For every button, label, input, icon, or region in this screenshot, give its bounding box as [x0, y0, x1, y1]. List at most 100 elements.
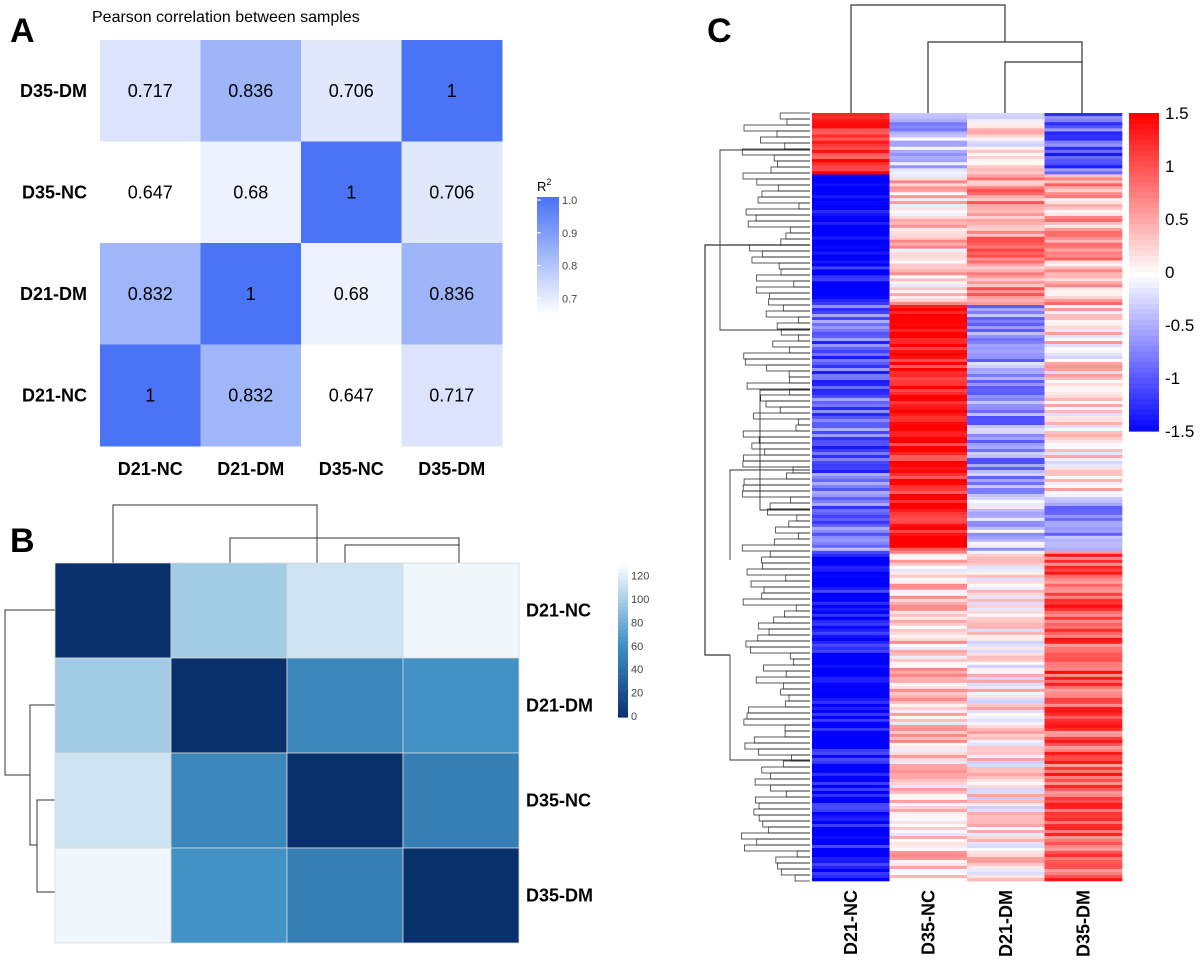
panel-c-cell	[812, 192, 890, 196]
panel-c-cell	[812, 502, 890, 507]
panel-c-legend-swatch	[1129, 160, 1159, 167]
panel-b-legend-tick-label: 100	[631, 594, 649, 606]
panel-c-cell	[967, 284, 1045, 288]
panel-a-cell	[200, 40, 302, 142]
panel-label-c: C	[707, 12, 732, 50]
panel-c-cell	[967, 374, 1045, 378]
panel-c-cell	[1044, 198, 1123, 202]
panel-c-cell	[812, 122, 890, 126]
panel-c-cell	[967, 317, 1045, 321]
panel-c-cell	[1044, 275, 1123, 279]
panel-c-cell	[889, 299, 968, 303]
panel-c-cell	[889, 733, 968, 738]
panel-c-cell	[1044, 290, 1123, 294]
panel-c-leaf-branch	[778, 262, 810, 270]
panel-c-cell	[967, 856, 1045, 861]
panel-c-cell	[889, 380, 968, 384]
panel-c-cell	[967, 446, 1045, 450]
panel-c-cell	[967, 245, 1045, 249]
panel-c-cell	[812, 491, 890, 495]
panel-c-cell	[1044, 395, 1123, 399]
panel-c-cell	[889, 305, 968, 309]
panel-c-cell	[889, 389, 968, 393]
panel-c-cell	[812, 604, 890, 609]
panel-c-cell	[1044, 239, 1123, 243]
panel-c-cell	[967, 823, 1045, 828]
panel-c-cell	[812, 760, 890, 765]
panel-c-cell	[1044, 224, 1123, 229]
panel-c-cell	[812, 497, 890, 501]
panel-c-cell	[967, 299, 1045, 303]
panel-c-cell	[889, 541, 968, 546]
panel-c-cell	[812, 320, 890, 324]
panel-c-cell	[967, 805, 1045, 810]
panel-c-cell	[967, 787, 1045, 792]
panel-c-cell	[812, 595, 890, 600]
panel-c-cell	[967, 470, 1045, 474]
panel-c-cell	[967, 290, 1045, 294]
panel-c-cell	[889, 550, 968, 555]
panel-c-cell	[967, 320, 1045, 324]
panel-c-cell	[1044, 691, 1123, 696]
panel-c-cell	[1044, 269, 1123, 273]
panel-c-cell	[812, 580, 890, 585]
panel-c-cell	[967, 359, 1045, 363]
panel-c-cell	[1044, 416, 1123, 420]
panel-c-leaf-branch	[772, 340, 810, 348]
panel-a-cell-value: 0.836	[429, 284, 474, 304]
panel-c-cell	[889, 826, 968, 831]
panel-c-cell	[889, 835, 968, 840]
panel-c-cell	[967, 383, 1045, 387]
panel-c-cell	[812, 637, 890, 642]
panel-c-cell	[812, 356, 890, 360]
panel-c-cell	[1044, 248, 1123, 252]
panel-c-legend-swatch	[1129, 399, 1159, 406]
panel-c-cell	[1044, 383, 1123, 387]
panel-c-cell	[1044, 266, 1123, 270]
panel-c-leaf-branch	[764, 448, 810, 456]
panel-c-row-dendrogram-branch	[759, 389, 810, 511]
panel-c-cell	[812, 482, 890, 486]
panel-b-cell	[54, 562, 172, 659]
panel-c-cell	[812, 308, 890, 312]
panel-a-cell	[401, 243, 503, 345]
panel-c-cell	[1044, 595, 1123, 600]
panel-c-cell	[967, 832, 1045, 837]
panel-c-legend-swatch	[1129, 155, 1159, 162]
panel-c-cell	[812, 643, 890, 648]
panel-c-cell	[1044, 544, 1123, 549]
panel-c-cell	[1044, 443, 1123, 447]
panel-c-cell	[812, 535, 890, 540]
panel-c-cell	[812, 871, 890, 876]
panel-c-leaf-branch	[784, 700, 810, 708]
panel-c-cell	[889, 865, 968, 870]
panel-c-cell	[1044, 428, 1123, 432]
panel-c-cell	[889, 165, 968, 169]
panel-c-cell	[967, 733, 1045, 738]
panel-c-cell	[889, 769, 968, 774]
panel-c-leaf-branch	[742, 490, 810, 498]
panel-c-cell	[812, 162, 890, 166]
panel-c-cell	[967, 811, 1045, 816]
panel-c-cell	[967, 652, 1045, 657]
panel-c-cell	[967, 784, 1045, 789]
panel-c-cell	[812, 706, 890, 711]
panel-c-cell	[1044, 368, 1123, 372]
panel-c-cell	[812, 853, 890, 858]
panel-a-legend-tick-label: 0.9	[562, 228, 577, 240]
panel-c-cell	[889, 706, 968, 711]
panel-c-cell	[889, 140, 968, 145]
panel-c-cell	[812, 443, 890, 447]
panel-c-leaf-branch	[770, 166, 810, 174]
panel-b-legend-tick-label: 40	[631, 664, 643, 676]
panel-c-cell	[889, 784, 968, 789]
panel-b-legend-swatch	[618, 701, 628, 707]
panel-c-cell	[889, 146, 968, 151]
panel-c-cell	[889, 128, 968, 132]
panel-c-cell	[889, 350, 968, 354]
panel-c-cell	[812, 137, 890, 141]
panel-c-cell	[1044, 733, 1123, 738]
panel-c-cell	[812, 691, 890, 696]
panel-c-cell	[889, 377, 968, 381]
panel-c-cell	[967, 266, 1045, 270]
